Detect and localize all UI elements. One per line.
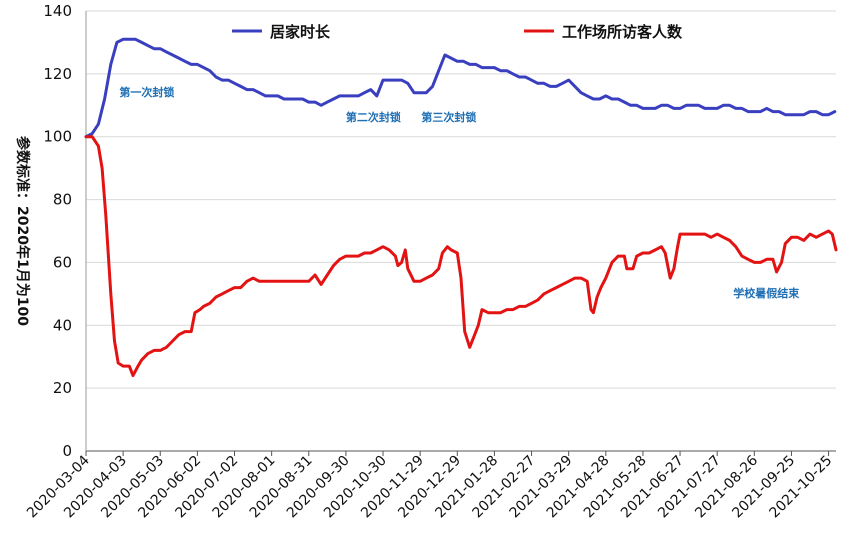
annotation-label: 第一次封锁 (119, 85, 174, 99)
gridlines (85, 10, 836, 452)
y-tick-label: 0 (62, 442, 72, 460)
y-tick-label: 60 (53, 253, 72, 271)
legend: 居家时长 工作场所访客人数 (232, 23, 683, 41)
series-line-workplace-visitors (84, 135, 838, 378)
y-axis-label: 参数标准：2020年1月为100 (14, 136, 31, 326)
y-tick-label: 80 (53, 191, 72, 209)
annotation-label: 第三次封锁 (421, 110, 476, 124)
x-axis: 2020-03-042020-04-032020-05-032020-06-02… (24, 451, 835, 521)
series-line-home-time (84, 37, 837, 139)
y-tick-label: 100 (43, 128, 72, 146)
y-tick-label: 120 (43, 65, 72, 83)
legend-label: 工作场所访客人数 (562, 23, 683, 41)
y-tick-label: 40 (53, 316, 72, 334)
y-tick-label: 20 (53, 379, 72, 397)
series-layer (84, 37, 838, 378)
legend-label: 居家时长 (270, 23, 331, 41)
annotation-label: 学校暑假结束 (733, 286, 800, 300)
y-tick-label: 140 (43, 2, 72, 20)
y-axis-ticks: 0 20 40 60 80 100 120 140 (43, 2, 72, 460)
annotation-label: 第二次封锁 (346, 110, 401, 124)
